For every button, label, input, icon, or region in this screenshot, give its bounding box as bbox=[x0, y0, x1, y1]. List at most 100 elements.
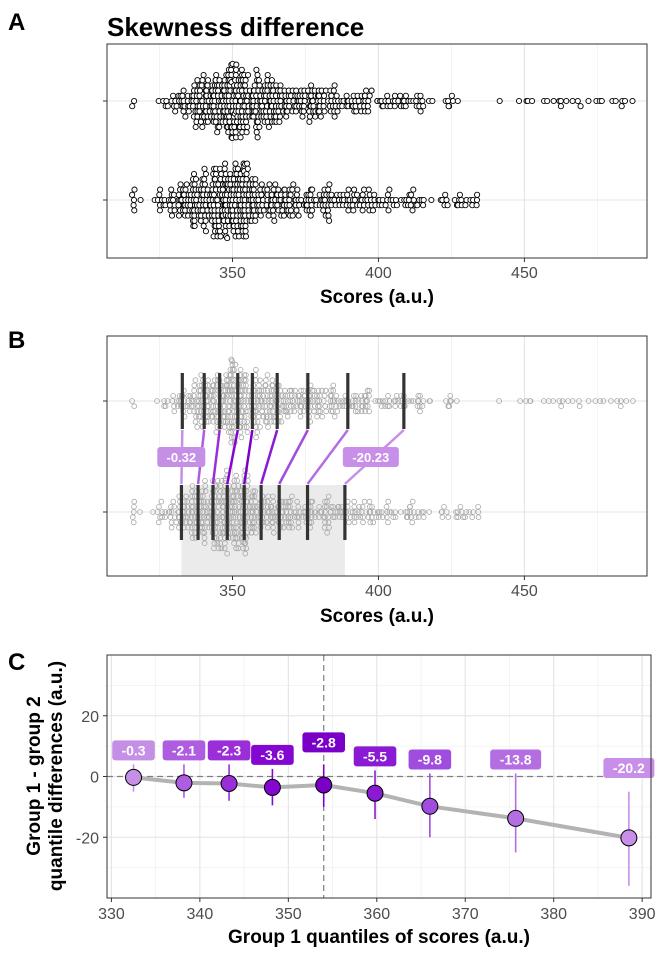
panel-b-point bbox=[366, 498, 373, 505]
panel-a-point bbox=[414, 202, 421, 209]
panel-a-point bbox=[257, 212, 264, 219]
panel-b-point bbox=[232, 488, 238, 495]
panel-b-point bbox=[308, 514, 315, 520]
panel-a-point bbox=[276, 113, 284, 120]
panel-a-point bbox=[287, 191, 294, 198]
panel-b-point bbox=[241, 418, 247, 425]
panel-b-point bbox=[392, 514, 399, 520]
panel-a-point bbox=[286, 103, 293, 110]
panel-b-point bbox=[209, 413, 216, 420]
panel-a-point bbox=[402, 92, 409, 99]
panel-a-point bbox=[618, 103, 625, 110]
panel-b-point bbox=[392, 509, 399, 515]
panel-b-point bbox=[258, 398, 265, 404]
panel-b-point bbox=[230, 403, 237, 410]
panel-b-point bbox=[218, 545, 225, 552]
panel-b-point bbox=[249, 493, 256, 500]
panel-b-point bbox=[200, 509, 206, 515]
panel-b-point bbox=[289, 524, 296, 531]
panel-c-label-text: -2.8 bbox=[312, 734, 336, 750]
panel-a-point bbox=[296, 202, 303, 209]
panel-b-point bbox=[130, 514, 136, 520]
panel-b-point bbox=[222, 408, 228, 415]
panel-b-point bbox=[231, 477, 238, 484]
panel-b-connector bbox=[242, 429, 254, 485]
panel-b-point bbox=[614, 398, 620, 404]
panel-a-point bbox=[164, 103, 171, 110]
panel-a-point bbox=[417, 92, 424, 99]
panel-b-point bbox=[466, 509, 473, 515]
panel-a-background bbox=[107, 44, 647, 258]
panel-a-point bbox=[254, 134, 261, 141]
panel-b-point bbox=[324, 529, 331, 536]
panel-a-point bbox=[569, 97, 576, 105]
panel-b-point bbox=[315, 387, 322, 394]
panel-a-point bbox=[300, 103, 307, 110]
panel-a-point bbox=[202, 228, 209, 235]
panel-b-point bbox=[350, 392, 357, 399]
panel-b-point bbox=[314, 392, 320, 399]
panel-b-point bbox=[215, 498, 222, 505]
panel-a-point bbox=[210, 191, 217, 198]
panel-b-point bbox=[236, 503, 242, 510]
panel-a-point bbox=[256, 123, 263, 131]
panel-b-point bbox=[219, 503, 226, 510]
panel-c-point bbox=[620, 829, 638, 847]
panel-b-point bbox=[443, 509, 450, 515]
panel-b-point bbox=[196, 387, 202, 394]
panel-b-point bbox=[241, 424, 248, 430]
panel-b-point bbox=[197, 413, 203, 420]
panel-a-point bbox=[200, 71, 207, 79]
panel-letter-c: C bbox=[8, 649, 25, 676]
panel-a-point bbox=[301, 97, 308, 105]
panel-b-point bbox=[182, 514, 189, 520]
panel-a-point bbox=[473, 202, 480, 209]
panel-b-ticks: 350 400 450 bbox=[103, 400, 538, 600]
panel-b-point bbox=[201, 524, 208, 531]
panel-a-point bbox=[286, 202, 293, 209]
panel-b-point bbox=[192, 377, 199, 384]
panel-a-point bbox=[244, 123, 251, 131]
panel-b-point bbox=[170, 392, 176, 399]
panel-b-point bbox=[272, 509, 278, 515]
panel-a-point bbox=[179, 92, 186, 99]
panel-a-point bbox=[405, 196, 412, 204]
panel-b-point bbox=[222, 387, 229, 394]
panel-b-point bbox=[322, 387, 329, 394]
panel-a-point bbox=[258, 191, 265, 198]
panel-b-point bbox=[289, 493, 295, 500]
panel-c-point bbox=[263, 778, 281, 796]
panel-b-point bbox=[335, 398, 342, 404]
panel-a-point bbox=[202, 217, 209, 224]
panel-b-point bbox=[200, 493, 206, 500]
panel-a-point bbox=[131, 186, 138, 193]
panel-b-point bbox=[150, 509, 156, 515]
panel-b-point bbox=[360, 519, 366, 526]
panel-b-point bbox=[292, 392, 298, 399]
panel-b-point bbox=[194, 424, 201, 430]
panel-a-point bbox=[243, 170, 250, 178]
panel-b-point bbox=[322, 403, 329, 410]
panel-b-point bbox=[623, 398, 629, 404]
panel-a-point bbox=[250, 186, 257, 193]
panel-b-point bbox=[240, 545, 246, 552]
panel-b-point bbox=[212, 387, 218, 394]
panel-b-point bbox=[282, 392, 289, 399]
panel-b-point bbox=[351, 519, 358, 526]
panel-b-point bbox=[254, 392, 261, 399]
panel-b-point bbox=[200, 529, 206, 536]
panel-b-point bbox=[232, 361, 239, 368]
panel-b-point bbox=[254, 418, 261, 425]
panel-a-point bbox=[359, 191, 366, 198]
panel-a-point bbox=[180, 87, 187, 94]
panel-b-point bbox=[260, 387, 267, 394]
panel-a-point bbox=[364, 103, 371, 110]
panel-b-point bbox=[364, 403, 371, 410]
panel-a-point bbox=[306, 113, 313, 120]
panel-a-x-tick-label: 400 bbox=[365, 265, 392, 282]
panel-b-point bbox=[202, 483, 209, 489]
panel-b-point bbox=[233, 472, 240, 479]
panel-b-point bbox=[417, 408, 423, 415]
panel-a-point bbox=[343, 92, 350, 99]
panel-b-point bbox=[285, 498, 292, 505]
